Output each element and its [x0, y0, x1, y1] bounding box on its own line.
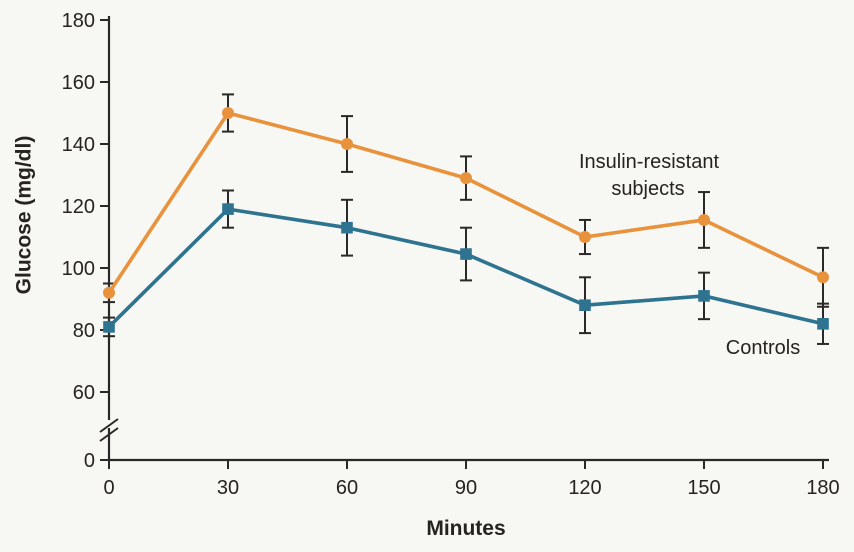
data-point-insulin-resistant [698, 213, 710, 226]
x-tick-label: 150 [687, 477, 720, 499]
series-label-controls: Controls [726, 337, 800, 359]
data-point-insulin-resistant [579, 231, 591, 243]
series-label-insulin-resistant-line2: subjects [611, 178, 684, 200]
chart-plot-area: 0 60 80 100 120 140 160 180 0 30 60 90 120 150 180 [62, 10, 840, 499]
data-point-controls [460, 248, 472, 260]
y-tick-label: 120 [62, 196, 95, 218]
data-point-controls [698, 290, 710, 302]
y-tick-label: 180 [62, 10, 95, 32]
y-tick-label: 60 [73, 382, 95, 404]
y-tick-label: 100 [62, 258, 95, 280]
y-tick-label: 160 [62, 72, 95, 94]
y-tick-label: 0 [84, 450, 95, 472]
y-axis-break-mark [99, 418, 119, 433]
x-tick-label: 0 [103, 477, 114, 499]
data-point-insulin-resistant [103, 286, 115, 299]
x-tick-label: 90 [455, 477, 477, 499]
x-tick-label: 180 [806, 477, 839, 499]
y-axis-break-mark [99, 427, 119, 442]
x-tick-label: 60 [336, 477, 358, 499]
data-point-controls [579, 299, 591, 311]
data-point-controls [222, 203, 234, 215]
x-tick-label: 30 [217, 477, 239, 499]
data-point-insulin-resistant [222, 107, 234, 119]
x-axis-title: Minutes [426, 517, 505, 540]
y-tick-label: 80 [73, 320, 95, 342]
y-axis-title: Glucose (mg/dl) [12, 136, 35, 295]
y-tick-label: 140 [62, 134, 95, 156]
data-point-controls [817, 318, 829, 330]
data-point-insulin-resistant [460, 172, 472, 185]
data-point-insulin-resistant [341, 138, 353, 150]
data-point-insulin-resistant [817, 271, 829, 284]
data-point-controls [341, 221, 353, 234]
data-point-controls [103, 321, 115, 333]
series-label-insulin-resistant-line1: Insulin-resistant [579, 151, 720, 173]
x-tick-label: 120 [568, 477, 601, 499]
